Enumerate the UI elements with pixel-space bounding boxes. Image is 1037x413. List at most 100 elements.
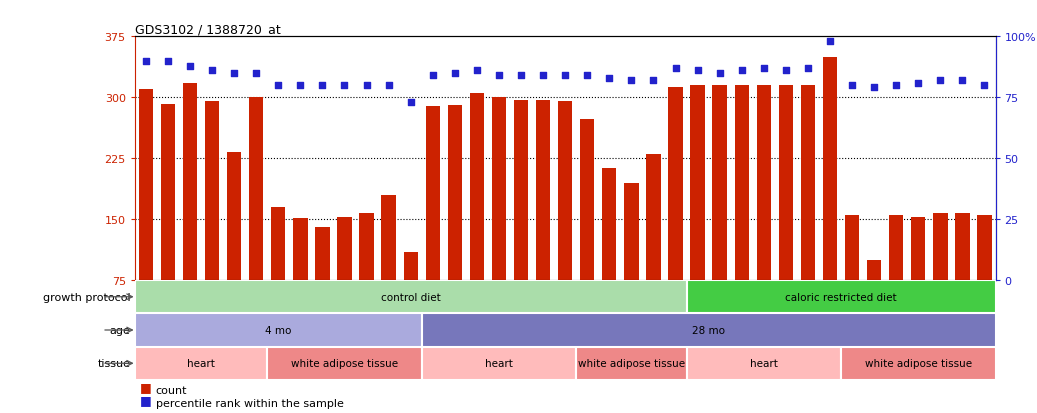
Bar (668, 88, 682, 280)
Bar (734, 86, 749, 280)
Point (910, 80, 927, 87)
Point (336, 83, 353, 89)
Bar (757, 86, 770, 280)
Point (181, 63, 198, 70)
Point (844, 83, 861, 89)
Bar (205, 102, 219, 280)
Bar (841, 347, 996, 380)
Point (381, 83, 397, 89)
Point (645, 78, 662, 84)
Bar (382, 195, 396, 280)
Bar (646, 155, 661, 280)
Point (866, 85, 882, 92)
Bar (315, 228, 330, 280)
Bar (912, 217, 925, 280)
Bar (712, 86, 727, 280)
Point (778, 68, 794, 74)
Bar (686, 280, 996, 313)
Text: ■: ■ (140, 380, 151, 393)
Bar (448, 106, 463, 280)
Bar (135, 313, 422, 347)
Point (424, 73, 441, 79)
Text: GDS3102 / 1388720_at: GDS3102 / 1388720_at (135, 23, 281, 36)
Point (138, 58, 155, 65)
Text: growth protocol: growth protocol (43, 292, 131, 302)
Bar (779, 86, 793, 280)
Point (733, 68, 750, 74)
Bar (425, 107, 440, 280)
Text: white adipose tissue: white adipose tissue (578, 358, 684, 368)
Text: white adipose tissue: white adipose tissue (865, 358, 972, 368)
Point (711, 70, 728, 77)
Text: tissue: tissue (97, 358, 131, 368)
Bar (183, 83, 197, 280)
Bar (602, 169, 616, 280)
Bar (845, 216, 860, 280)
Point (491, 73, 507, 79)
Point (557, 73, 573, 79)
Point (314, 83, 331, 89)
Text: ■: ■ (140, 393, 151, 406)
Point (270, 83, 286, 89)
Bar (514, 100, 528, 280)
Point (512, 73, 529, 79)
Bar (933, 213, 948, 280)
Bar (249, 98, 263, 280)
Text: count: count (156, 385, 187, 395)
Text: white adipose tissue: white adipose tissue (291, 358, 398, 368)
Bar (337, 217, 352, 280)
Bar (577, 347, 686, 380)
Point (160, 58, 176, 65)
Text: heart: heart (750, 358, 778, 368)
Point (292, 83, 309, 89)
Point (888, 83, 904, 89)
Text: heart: heart (485, 358, 513, 368)
Point (402, 100, 419, 106)
Point (248, 70, 264, 77)
Bar (360, 214, 373, 280)
Point (358, 83, 374, 89)
Text: age: age (110, 325, 131, 335)
Bar (822, 57, 837, 280)
Bar (558, 102, 572, 280)
Point (535, 73, 552, 79)
Bar (271, 207, 285, 280)
Point (226, 70, 243, 77)
Bar (955, 213, 970, 280)
Point (469, 68, 485, 74)
Bar (624, 183, 639, 280)
Text: heart: heart (187, 358, 215, 368)
Bar (403, 252, 418, 280)
Bar (268, 347, 422, 380)
Bar (135, 280, 686, 313)
Bar (686, 347, 841, 380)
Point (976, 83, 992, 89)
Bar (536, 101, 551, 280)
Point (579, 73, 595, 79)
Point (756, 66, 773, 72)
Bar (867, 260, 881, 280)
Point (601, 75, 618, 82)
Point (800, 66, 816, 72)
Point (623, 78, 640, 84)
Bar (161, 104, 175, 280)
Bar (135, 347, 268, 380)
Bar (977, 216, 991, 280)
Bar (889, 216, 903, 280)
Bar (293, 218, 308, 280)
Bar (139, 90, 153, 280)
Text: 28 mo: 28 mo (692, 325, 725, 335)
Bar (580, 120, 594, 280)
Point (667, 66, 683, 72)
Text: control diet: control diet (381, 292, 441, 302)
Bar (422, 347, 577, 380)
Bar (492, 98, 506, 280)
Point (821, 39, 838, 45)
Point (203, 68, 220, 74)
Bar (470, 94, 484, 280)
Bar (691, 86, 705, 280)
Point (932, 78, 949, 84)
Point (690, 68, 706, 74)
Text: percentile rank within the sample: percentile rank within the sample (156, 398, 343, 408)
Bar (422, 313, 996, 347)
